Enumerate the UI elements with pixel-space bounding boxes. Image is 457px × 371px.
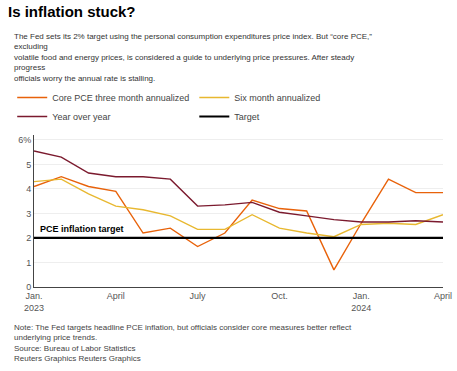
svg-text:2: 2 [26, 233, 31, 243]
svg-text:Jan.2024: Jan.2024 [351, 291, 371, 313]
svg-text:Oct.: Oct. [271, 291, 288, 301]
svg-text:Year over year: Year over year [52, 112, 110, 122]
svg-text:PCE inflation target: PCE inflation target [40, 224, 124, 234]
svg-text:4: 4 [26, 184, 31, 194]
svg-text:3: 3 [26, 209, 31, 219]
svg-text:Core PCE three month annualize: Core PCE three month annualized [52, 93, 189, 103]
svg-text:5: 5 [26, 160, 31, 170]
svg-text:Note: The Fed targets headline: Note: The Fed targets headline PCE infla… [14, 323, 352, 363]
svg-text:Six month annualized: Six month annualized [234, 93, 320, 103]
svg-text:Is inflation stuck?: Is inflation stuck? [8, 3, 136, 20]
svg-text:Jan.2023: Jan.2023 [24, 291, 44, 313]
svg-text:Target: Target [234, 112, 260, 122]
svg-text:The Fed sets its 2% target usi: The Fed sets its 2% target using the per… [14, 32, 372, 83]
svg-text:April: April [107, 291, 125, 301]
svg-text:April: April [434, 291, 452, 301]
svg-text:1: 1 [26, 258, 31, 268]
svg-text:July: July [190, 291, 207, 301]
svg-text:6%: 6% [18, 135, 31, 145]
svg-text:0: 0 [26, 282, 31, 292]
